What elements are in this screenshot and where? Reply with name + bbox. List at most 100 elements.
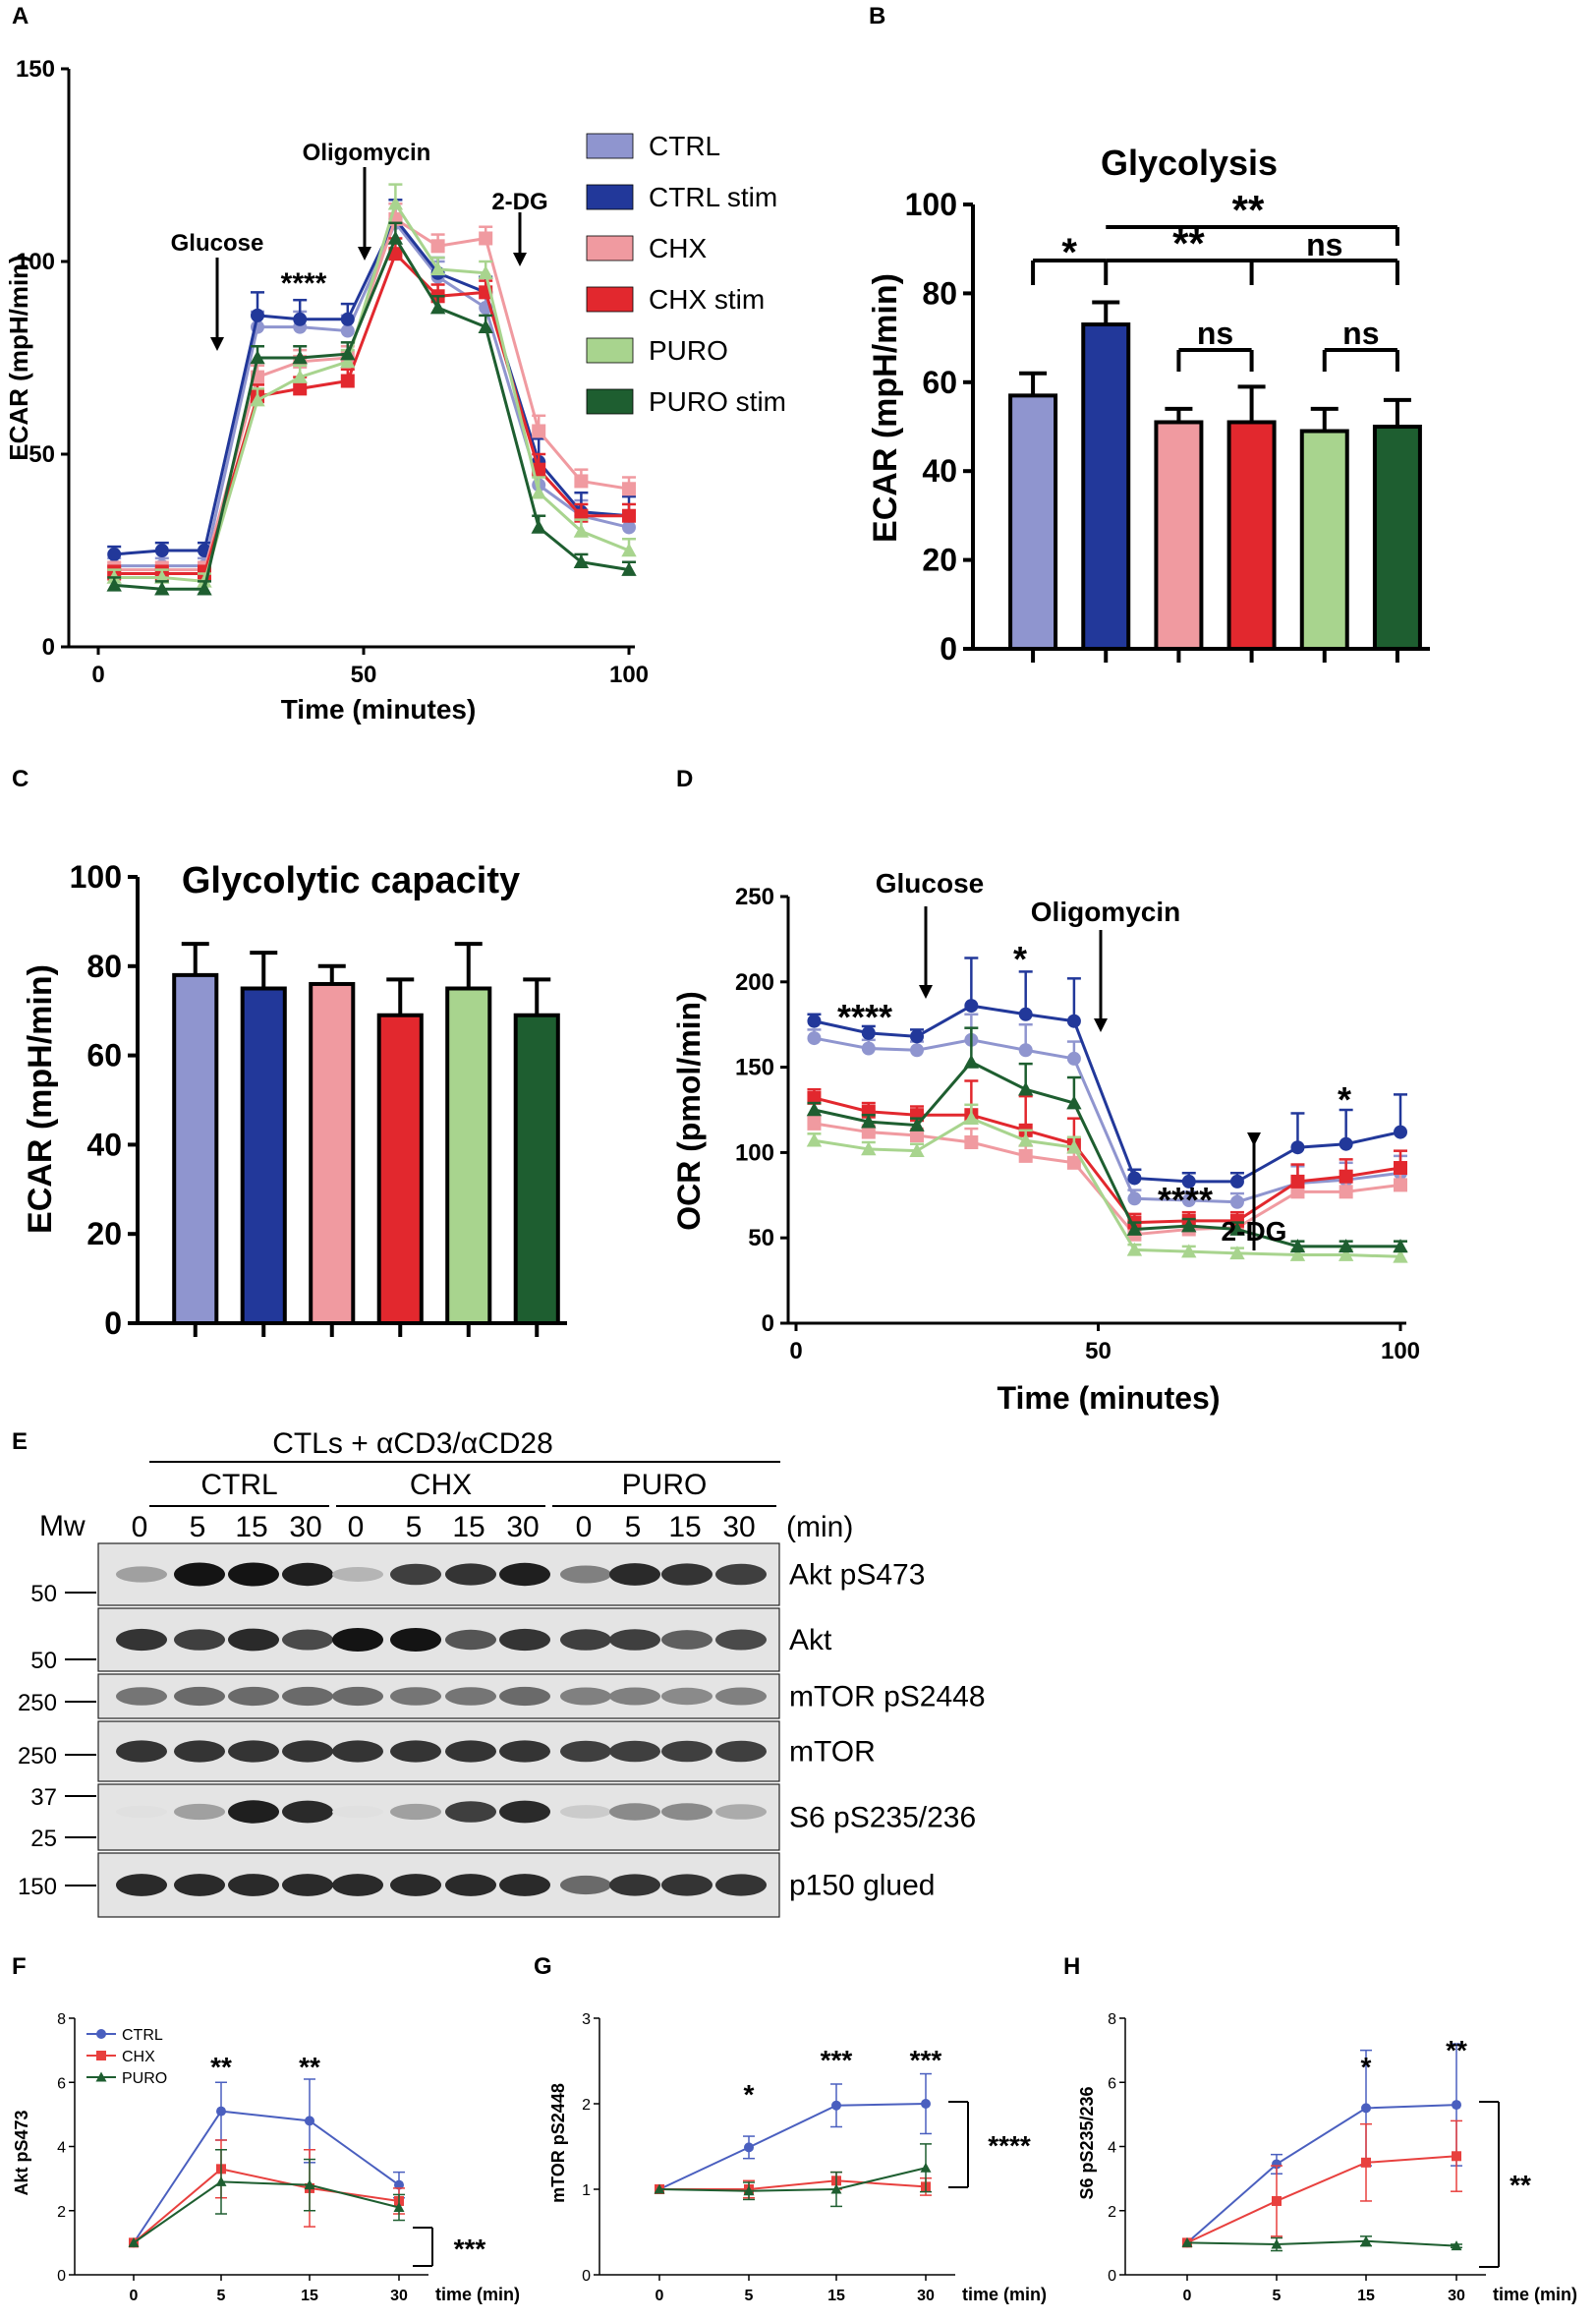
point-chx-stim bbox=[807, 1090, 822, 1105]
x-tick-label: 15 bbox=[301, 2288, 318, 2304]
band bbox=[174, 1686, 225, 1707]
point-ctrl bbox=[831, 2100, 841, 2111]
glucose-label: Glucose bbox=[171, 230, 264, 257]
point-puro-stim bbox=[154, 581, 170, 596]
point-chx bbox=[574, 474, 589, 489]
point-puro bbox=[292, 369, 308, 383]
sig-bracket: ** bbox=[1510, 2170, 1531, 2200]
y-tick-label: 2 bbox=[1108, 2204, 1116, 2221]
bar-puro bbox=[1299, 429, 1349, 651]
point-puro bbox=[861, 1141, 877, 1156]
band bbox=[390, 1803, 441, 1821]
mw-label: Mw bbox=[39, 1510, 86, 1542]
band bbox=[609, 1687, 660, 1706]
point-chx bbox=[1066, 1155, 1081, 1170]
point-puro bbox=[393, 2201, 405, 2212]
mw-marker: 25 bbox=[30, 1826, 57, 1852]
bar-puro-stim bbox=[1372, 425, 1422, 651]
band bbox=[445, 1687, 496, 1706]
y-tick-label: 0 bbox=[104, 1306, 122, 1341]
sig-bracket: *** bbox=[454, 2234, 486, 2264]
point-puro bbox=[1126, 1242, 1143, 1256]
band bbox=[332, 1567, 383, 1582]
band bbox=[499, 1740, 550, 1763]
mw-marker: 250 bbox=[18, 1690, 57, 1716]
y-tick-label: 50 bbox=[28, 441, 55, 468]
panel-d: D 0 50 100 150 200 250 0 50 100 OCR (pmol/min) Time… bbox=[671, 766, 1420, 1416]
band bbox=[661, 1803, 712, 1821]
point-ctrl-stim bbox=[861, 1025, 876, 1040]
y-axis-title: S6 pS235/236 bbox=[1077, 2086, 1097, 2199]
point-puro bbox=[478, 265, 493, 280]
band bbox=[661, 1630, 712, 1650]
x-tick-label: 5 bbox=[745, 2288, 754, 2304]
x-tick-label: 15 bbox=[827, 2288, 845, 2304]
panel-letter-g: G bbox=[534, 1953, 552, 1980]
point-puro bbox=[1271, 2238, 1282, 2249]
band bbox=[390, 1628, 441, 1652]
band bbox=[499, 1686, 550, 1707]
point-ctrl bbox=[1229, 1194, 1244, 1209]
series-line-ctrl bbox=[133, 2110, 400, 2243]
sig-mid-ns: ns bbox=[1306, 227, 1342, 262]
point-puro-stim bbox=[1393, 1239, 1408, 1253]
point-puro-stim bbox=[387, 230, 404, 245]
lane-time: 5 bbox=[406, 1511, 423, 1543]
point-puro-stim bbox=[806, 1102, 823, 1117]
point-puro bbox=[1181, 1244, 1197, 1258]
sig-puro-ns: ns bbox=[1342, 316, 1379, 351]
point-ctrl-stim bbox=[1018, 1007, 1033, 1021]
band bbox=[715, 1687, 767, 1706]
band bbox=[228, 1562, 279, 1587]
y-tick-label: 0 bbox=[42, 634, 55, 661]
y-tick-label: 80 bbox=[86, 949, 122, 984]
chart-title: Glycolysis bbox=[1101, 143, 1278, 183]
band bbox=[609, 1740, 660, 1763]
series-line-ctrl-stim bbox=[814, 1004, 1401, 1184]
band-label-s6-ps235-236: S6 pS235/236 bbox=[789, 1802, 976, 1834]
twodg-label: 2-DG bbox=[491, 189, 547, 215]
point-ctrl bbox=[340, 323, 355, 338]
legend-label-chx-stim: CHX stim bbox=[649, 284, 765, 315]
point-chx bbox=[964, 1134, 979, 1149]
sig-t15: * bbox=[1361, 2052, 1372, 2082]
x-axis-title: Time (minutes) bbox=[998, 1380, 1221, 1416]
legend-swatch-chx-stim bbox=[586, 286, 634, 313]
point-puro-stim bbox=[1338, 1239, 1354, 1253]
band bbox=[715, 1629, 767, 1651]
y-tick-label: 6 bbox=[1108, 2075, 1116, 2092]
point-ctrl bbox=[861, 1041, 876, 1056]
bar-ctrl bbox=[172, 972, 219, 1325]
band bbox=[174, 1803, 225, 1821]
mw-marker: 50 bbox=[30, 1648, 57, 1674]
band bbox=[282, 1800, 333, 1824]
band bbox=[174, 1629, 225, 1651]
group-label-chx: CHX bbox=[410, 1469, 472, 1501]
point-ctrl-stim bbox=[251, 308, 264, 322]
point-puro-stim bbox=[1229, 1221, 1245, 1236]
mw-marker: 37 bbox=[30, 1784, 57, 1811]
bar-ctrl-stim bbox=[1081, 322, 1131, 651]
band bbox=[715, 1563, 767, 1586]
y-tick-label: 8 bbox=[1108, 2011, 1116, 2028]
band bbox=[282, 1686, 333, 1707]
panel-letter-h: H bbox=[1063, 1953, 1080, 1980]
band bbox=[282, 1562, 333, 1587]
mw-marker: 150 bbox=[18, 1874, 57, 1900]
band bbox=[390, 1687, 441, 1706]
point-ctrl bbox=[1361, 2103, 1371, 2114]
legend-swatch-puro-stim bbox=[586, 388, 634, 415]
legend-label-ctrl: CTRL bbox=[649, 131, 720, 161]
band-label-p150-glued: p150 glued bbox=[789, 1870, 935, 1902]
band bbox=[715, 1740, 767, 1763]
band bbox=[715, 1804, 767, 1820]
point-puro bbox=[1289, 1247, 1306, 1261]
twodg-arrow-head bbox=[1247, 1132, 1261, 1146]
point-ctrl bbox=[1018, 1043, 1033, 1058]
legend-label-chx: CHX bbox=[122, 2049, 155, 2065]
